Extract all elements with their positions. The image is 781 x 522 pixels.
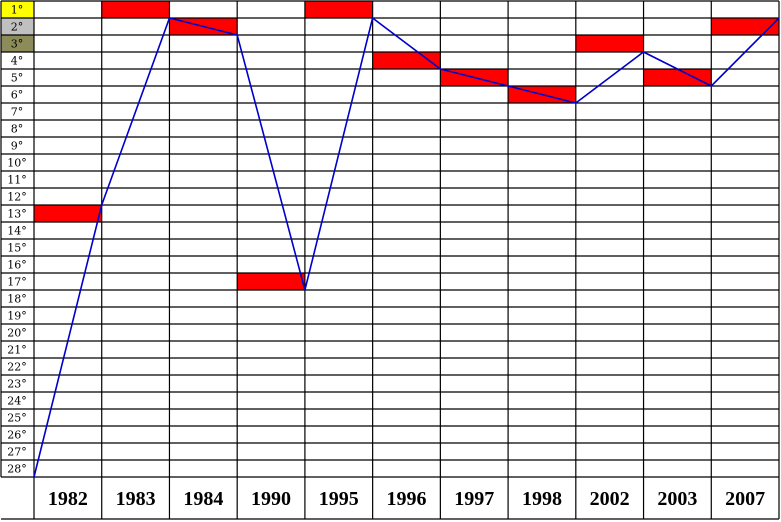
bar-1990 (237, 273, 305, 290)
rank-label-13: 13° (7, 208, 27, 221)
rank-label-3: 3° (11, 38, 24, 51)
rank-label-27: 27° (7, 446, 27, 459)
rank-label-12: 12° (7, 191, 27, 204)
rank-label-11: 11° (7, 174, 27, 187)
rank-label-21: 21° (7, 344, 27, 357)
rank-label-4: 4° (11, 55, 24, 68)
position-bars-group (34, 1, 779, 290)
rank-label-28: 28° (7, 463, 27, 476)
rank-label-23: 23° (7, 378, 27, 391)
bar-1982 (34, 205, 102, 222)
rank-label-10: 10° (7, 157, 27, 170)
rank-label-6: 6° (11, 89, 24, 102)
bar-2002 (575, 35, 644, 52)
rank-highlight-group (1, 1, 34, 52)
trend-line-group (33, 16, 780, 478)
rank-highlight-3 (1, 35, 34, 52)
year-label-2002: 2002 (590, 488, 630, 510)
year-label-1998: 1998 (522, 488, 562, 510)
year-label-1996: 1996 (387, 488, 427, 510)
rank-label-26: 26° (7, 429, 27, 442)
rank-label-16: 16° (7, 259, 27, 272)
year-label-1995: 1995 (319, 488, 359, 510)
rank-label-1: 1° (11, 4, 24, 17)
rank-highlight-2 (1, 18, 34, 35)
year-label-2007: 2007 (725, 488, 765, 510)
rank-label-5: 5° (11, 72, 24, 85)
rank-label-9: 9° (11, 140, 24, 153)
rank-label-14: 14° (7, 225, 27, 238)
rank-label-20: 20° (7, 327, 27, 340)
year-label-2003: 2003 (657, 488, 697, 510)
rank-label-17: 17° (7, 276, 27, 289)
rank-label-15: 15° (7, 242, 27, 255)
rank-label-2: 2° (11, 21, 24, 34)
rank-labels-group: 1° 2° 3° 4° 5° 6° 7° 8° 9° 10° 11° 12° 13° 14° 15° 16° 1… (7, 4, 27, 476)
year-label-1984: 1984 (183, 488, 223, 510)
bar-1995 (304, 1, 373, 18)
rank-label-22: 22° (7, 361, 27, 374)
rank-label-19: 19° (7, 310, 27, 323)
year-label-1990: 1990 (251, 488, 291, 510)
rank-label-24: 24° (7, 395, 27, 408)
trend-line (33, 16, 780, 478)
year-label-1983: 1983 (116, 488, 156, 510)
year-labels-group: 1982 1983 1984 1990 1995 1996 1997 1998 2002 2003… (48, 488, 765, 510)
rank-highlight-1 (1, 1, 34, 18)
bar-2003 (643, 69, 712, 86)
rank-label-8: 8° (11, 123, 24, 136)
year-label-1997: 1997 (454, 488, 494, 510)
rank-label-25: 25° (7, 412, 27, 425)
bar-2007 (711, 18, 779, 35)
year-label-1982: 1982 (48, 488, 88, 510)
rank-label-18: 18° (7, 293, 27, 306)
bar-1983 (101, 1, 170, 18)
rank-label-7: 7° (11, 106, 24, 119)
